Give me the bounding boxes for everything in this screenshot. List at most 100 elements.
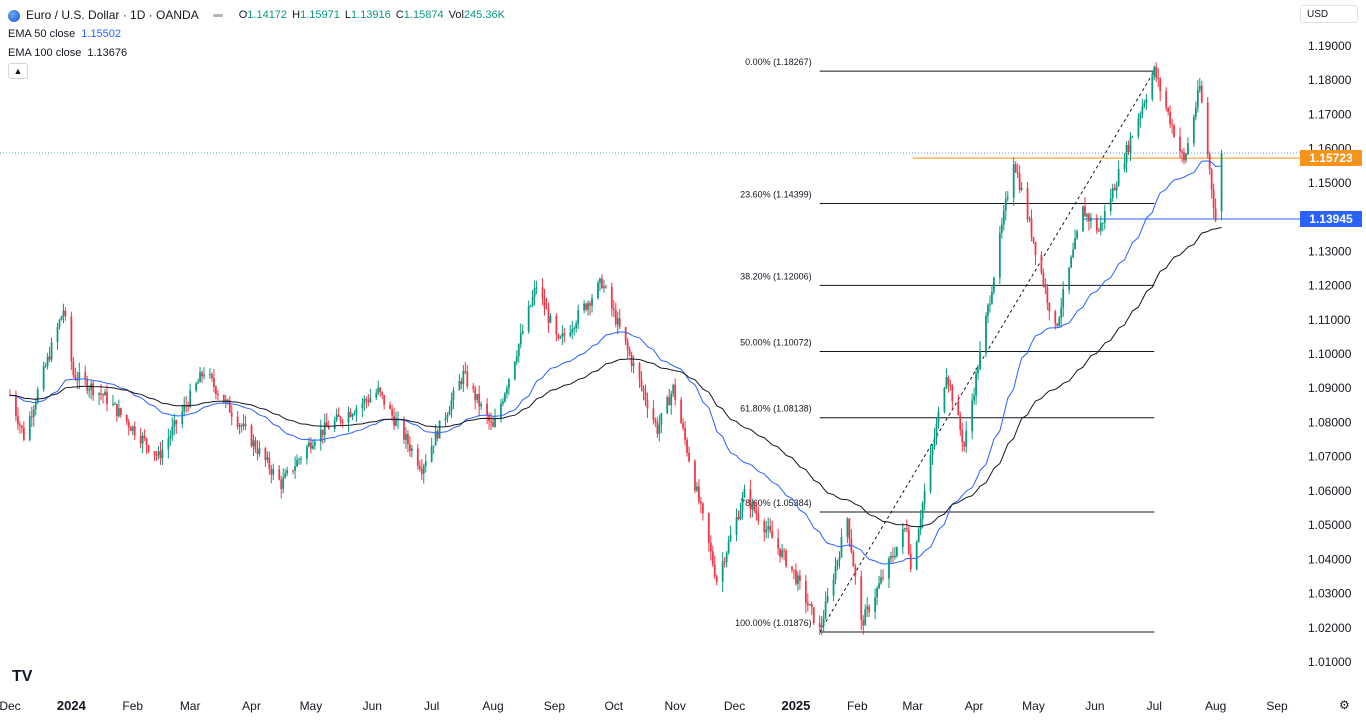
time-axis[interactable]: Dec 2024 Feb Mar Apr May Jun Jul Aug Sep Oct Nov Dec… [0, 698, 1288, 713]
price-axis[interactable]: 1.190001.180001.170001.160001.150001.130… [1308, 39, 1352, 669]
candle-body [393, 415, 395, 426]
candle [145, 437, 148, 455]
candle [531, 290, 534, 308]
candle-body [422, 465, 425, 474]
symbol-title[interactable]: Euro / U.S. Dollar · 1D · OANDA [26, 8, 199, 22]
candle [1046, 283, 1049, 311]
candle-body [478, 393, 481, 407]
candle-body [319, 429, 322, 442]
candle-body [743, 489, 746, 498]
candle-body [963, 442, 966, 447]
candle [294, 456, 296, 480]
candle [270, 464, 273, 484]
candle-body [420, 469, 423, 474]
candle-body [486, 403, 488, 416]
candle-body [102, 394, 104, 396]
candle [1155, 62, 1158, 83]
candle-body [1123, 163, 1126, 169]
candle-body [654, 420, 657, 423]
candle-body [72, 361, 75, 376]
candle-body [949, 384, 952, 386]
visibility-icon[interactable] [212, 14, 223, 17]
candle [28, 411, 31, 442]
ema100-line [9, 226, 1222, 528]
price-tick-label: 1.15000 [1308, 176, 1352, 190]
candle-body [430, 446, 433, 462]
candle-body [407, 433, 409, 445]
candle-body [448, 410, 451, 415]
candle-body [929, 454, 932, 492]
candle-body [603, 286, 605, 289]
ema50-label: EMA 50 close [8, 28, 76, 40]
candle-body [642, 387, 645, 392]
tradingview-logo[interactable]: TV [12, 668, 32, 686]
candle-body [306, 446, 308, 459]
gear-icon[interactable]: ⚙ [1339, 698, 1350, 712]
candle-body [44, 365, 47, 367]
candle [892, 547, 894, 563]
candle [723, 557, 726, 568]
candle [555, 313, 558, 342]
legend-collapse-button[interactable]: ▲ [8, 63, 28, 79]
candle-body [597, 282, 599, 299]
candle-body [125, 414, 128, 422]
candle-body [159, 451, 162, 459]
candle [993, 276, 995, 295]
candle-body [674, 384, 677, 400]
candle [854, 563, 857, 585]
candle-body [240, 425, 243, 427]
fib-level-label: 50.00% (1.10072) [740, 338, 812, 348]
candle [502, 397, 504, 407]
candle [529, 304, 532, 308]
candle [1129, 132, 1132, 162]
currency-selector[interactable]: USD [1300, 5, 1358, 23]
time-tick-label: Jun [363, 699, 382, 713]
candle [1014, 161, 1017, 174]
candle [864, 604, 867, 626]
candle [991, 285, 993, 305]
legend-ema50-row[interactable]: EMA 50 close 1.15502 [8, 25, 505, 44]
candle-body [1040, 254, 1043, 273]
candle [674, 378, 677, 406]
candle [365, 396, 368, 409]
candle [403, 416, 405, 444]
candle-body [147, 445, 150, 452]
candle-body [222, 394, 225, 403]
candle-body [460, 381, 463, 384]
candle-body [533, 288, 536, 297]
candle [240, 422, 243, 433]
candle [626, 338, 629, 359]
candle-body [252, 440, 255, 447]
chart-legend: Euro / U.S. Dollar · 1D · OANDA O1.14172… [8, 6, 505, 63]
candle-body [438, 420, 441, 439]
candle [935, 417, 938, 445]
candle [133, 421, 136, 440]
candle-body [739, 509, 742, 520]
candle [434, 424, 437, 446]
candle-body [826, 595, 829, 602]
candle [1194, 101, 1197, 121]
candle-body [707, 513, 710, 543]
candle [1012, 157, 1015, 207]
candle-body [1113, 188, 1116, 191]
candle [713, 555, 716, 579]
candle [312, 439, 314, 450]
candle [836, 559, 839, 571]
legend-ema100-row[interactable]: EMA 100 close 1.13676 [8, 44, 505, 63]
candle [407, 430, 409, 453]
candle-body [905, 528, 908, 530]
candle-body [810, 604, 813, 608]
candle [654, 417, 657, 427]
candle [601, 274, 603, 290]
candle [577, 304, 580, 330]
candle [280, 475, 283, 499]
candle [306, 444, 308, 465]
candle-body [820, 625, 823, 628]
candle [236, 411, 239, 430]
candle-body [888, 558, 890, 579]
candle-body [909, 553, 912, 570]
candle-body [1030, 218, 1033, 238]
time-tick-label: Sep [1266, 699, 1288, 713]
currency-pair-icon [8, 9, 20, 22]
